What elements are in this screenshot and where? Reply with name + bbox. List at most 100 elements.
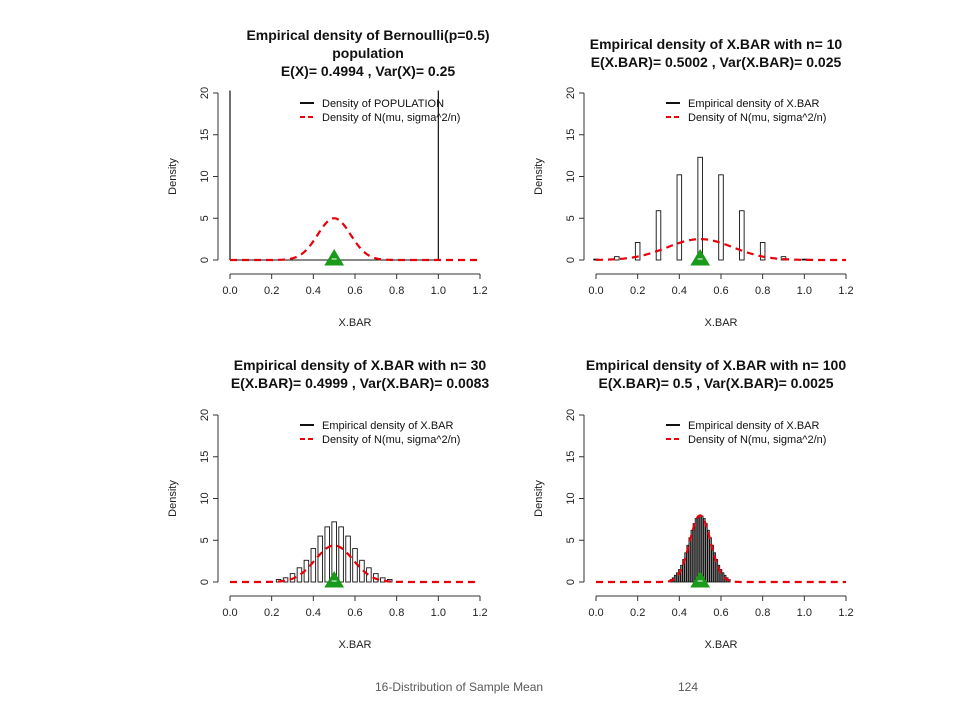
histogram-bar <box>711 544 714 583</box>
y-axis-label: Density <box>533 480 545 517</box>
y-tick-label: 20 <box>199 87 211 99</box>
histogram-bar <box>703 518 706 583</box>
x-tick-label: 0.8 <box>389 607 404 619</box>
x-tick-label: 0.2 <box>264 607 279 619</box>
x-tick-label: 0.0 <box>222 607 237 619</box>
x-tick-label: 0.4 <box>306 607 321 619</box>
histogram-bar <box>296 567 303 583</box>
x-tick-label: 0.2 <box>630 607 645 619</box>
x-tick-label: 0.0 <box>588 607 603 619</box>
x-tick-label: 0.4 <box>672 607 687 619</box>
legend-entry: Density of N(mu, sigma^2/n) <box>688 434 826 446</box>
chart-title-line: E(X)= 0.4994 , Var(X)= 0.25 <box>281 63 456 79</box>
y-tick-label: 10 <box>565 170 577 182</box>
legend-entry: Density of N(mu, sigma^2/n) <box>322 434 460 446</box>
histogram-bar <box>345 535 351 583</box>
y-tick-label: 5 <box>199 537 211 543</box>
y-tick-label: 5 <box>565 537 577 543</box>
legend-entry: Density of N(mu, sigma^2/n) <box>322 112 460 124</box>
x-tick-label: 0.8 <box>755 285 770 297</box>
x-axis-label: X.BAR <box>704 639 737 651</box>
histogram-bar <box>673 574 677 583</box>
normal-density-curve <box>595 238 846 262</box>
histogram-bar <box>801 258 808 261</box>
histogram-bar <box>697 156 703 261</box>
legend-entry: Empirical density of X.BAR <box>322 420 453 432</box>
x-tick-label: 0.0 <box>588 285 603 297</box>
x-tick-label: 0.4 <box>306 285 321 297</box>
histogram-bar <box>676 572 679 583</box>
x-tick-label: 1.2 <box>472 607 487 619</box>
legend-entry: Empirical density of X.BAR <box>688 420 819 432</box>
chart-title-line: Empirical density of X.BAR with n= 30 <box>234 357 487 373</box>
x-tick-label: 0.6 <box>347 285 362 297</box>
histogram-bar <box>684 552 687 583</box>
chart-title-line: Empirical density of Bernoulli(p=0.5) <box>246 27 489 43</box>
mean-marker <box>324 249 345 266</box>
x-tick-label: 1.0 <box>431 607 446 619</box>
y-tick-label: 20 <box>199 409 211 421</box>
chart-title-line: population <box>332 45 404 61</box>
histogram-bar <box>719 569 723 583</box>
x-axis-label: X.BAR <box>338 639 371 651</box>
histogram-bar <box>317 535 324 583</box>
histogram-bar <box>694 518 698 583</box>
y-tick-label: 10 <box>199 170 211 182</box>
histogram-bar <box>634 242 641 261</box>
histogram-bar <box>614 256 620 261</box>
x-tick-label: 1.2 <box>472 285 487 297</box>
x-tick-label: 1.0 <box>797 607 812 619</box>
normal-density-curve <box>230 217 480 262</box>
y-tick-label: 15 <box>199 129 211 141</box>
y-axis-label: Density <box>167 158 179 195</box>
histogram-bar <box>324 526 330 583</box>
x-tick-label: 0.6 <box>347 607 362 619</box>
legend-entry: Density of POPULATION <box>322 98 444 110</box>
y-tick-label: 0 <box>199 579 211 585</box>
histogram-bar <box>682 559 685 583</box>
y-tick-label: 10 <box>565 492 577 504</box>
histogram-bar <box>688 537 691 583</box>
y-tick-label: 5 <box>565 215 577 221</box>
y-tick-label: 5 <box>199 215 211 221</box>
x-tick-label: 0.0 <box>222 285 237 297</box>
x-tick-label: 1.0 <box>797 285 812 297</box>
legend-entry: Empirical density of X.BAR <box>688 98 819 110</box>
histogram-bar <box>707 529 710 583</box>
y-tick-label: 0 <box>565 579 577 585</box>
chart-title-line: E(X.BAR)= 0.5 , Var(X.BAR)= 0.0025 <box>599 375 834 391</box>
x-axis-label: X.BAR <box>338 317 371 329</box>
x-tick-label: 0.6 <box>713 285 728 297</box>
chart-panel-2: Empirical density of X.BAR with n= 10 E(X… <box>533 36 854 329</box>
legend-entry: Density of N(mu, sigma^2/n) <box>688 112 826 124</box>
footer-title: 16-Distribution of Sample Mean <box>375 680 544 694</box>
y-tick-label: 10 <box>199 492 211 504</box>
histogram-bar <box>713 552 716 583</box>
chart-title-line: E(X.BAR)= 0.5002 , Var(X.BAR)= 0.025 <box>591 54 842 70</box>
histogram-bar <box>739 210 745 261</box>
y-tick-label: 20 <box>565 87 577 99</box>
chart-panel-3: Empirical density of X.BAR with n= 30 E(X… <box>167 357 489 651</box>
chart-title-line: Empirical density of X.BAR with n= 10 <box>590 36 843 52</box>
histogram-bar <box>338 526 344 583</box>
y-axis-label: Density <box>167 480 179 517</box>
histogram-bar <box>692 523 696 583</box>
x-tick-label: 1.0 <box>431 285 446 297</box>
histogram-bar <box>705 523 708 583</box>
histogram-bar <box>686 544 689 583</box>
y-tick-label: 15 <box>565 129 577 141</box>
x-tick-label: 0.8 <box>389 285 404 297</box>
chart-panel-4: Empirical density of X.BAR with n= 100 E(… <box>533 357 854 651</box>
x-tick-label: 1.2 <box>838 285 853 297</box>
x-tick-label: 0.6 <box>713 607 728 619</box>
chart-title-line: E(X.BAR)= 0.4999 , Var(X.BAR)= 0.0083 <box>231 375 490 391</box>
histogram-bar <box>715 559 719 583</box>
histogram-bar <box>718 174 724 261</box>
x-tick-label: 0.2 <box>630 285 645 297</box>
histogram-bar <box>690 529 694 583</box>
mean-marker <box>324 571 345 588</box>
y-tick-label: 0 <box>199 257 211 263</box>
y-tick-label: 15 <box>199 451 211 463</box>
normal-density-curve <box>230 544 480 584</box>
